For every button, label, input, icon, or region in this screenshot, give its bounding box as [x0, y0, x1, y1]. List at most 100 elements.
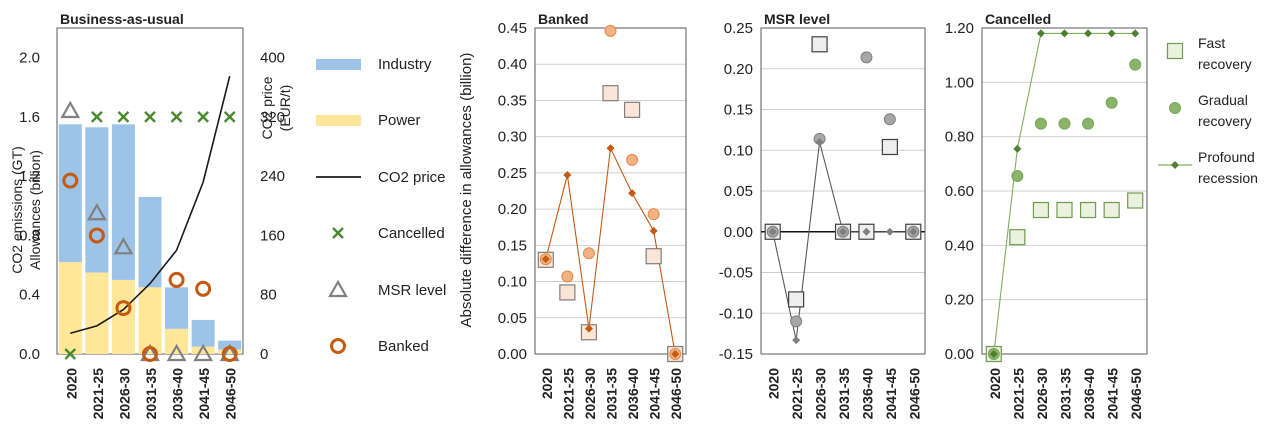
p4-legend-swatch: [1166, 42, 1184, 60]
p2-point-profound-recession: [563, 171, 572, 180]
p1-y2-axis-label: (EUR/t): [277, 85, 293, 132]
p2-y-tick-label: 0.10: [498, 274, 527, 291]
p2-x-tick-label: 2026-30: [582, 368, 598, 420]
p1-point-msr-level: [166, 343, 187, 362]
p3-x-tick-label: 2046-50: [906, 368, 922, 420]
p4-y-tick-label: 0.60: [945, 183, 974, 200]
p1-legend-label: Power: [378, 112, 421, 129]
p1-point-cancelled-stroke-b: [64, 348, 77, 360]
p2-point-fast-recovery: [645, 248, 662, 265]
p2-point-fast-recovery: [559, 284, 576, 301]
p1-point-banked: [62, 172, 79, 189]
p1-y2-tick-label: 160: [260, 227, 285, 244]
p3-point-profound-recession: [909, 227, 918, 236]
p3-plot-frame: [760, 27, 926, 355]
p3-y-tick-label: -0.05: [719, 265, 753, 282]
p3-point-profound-recession: [862, 227, 871, 236]
p4-legend-label-line: recovery: [1198, 113, 1252, 129]
p2-x-tick-label: 2036-40: [625, 368, 641, 420]
p2-point-profound-recession: [606, 144, 615, 153]
p1-y-tick-label: 0.4: [19, 287, 40, 304]
p4-point-fast-recovery: [1127, 192, 1144, 209]
p2-point-gradual-recovery: [626, 153, 639, 166]
p2-point-gradual-recovery: [582, 247, 595, 260]
p3-point-profound-recession: [768, 227, 777, 236]
p4-legend-swatch: [1171, 161, 1179, 169]
p1-point-cancelled-stroke-b: [170, 111, 183, 123]
p3-point-gradual-recovery: [883, 113, 896, 126]
p1-point-cancelled-stroke-b: [223, 111, 236, 123]
p4-legend-swatch: [1169, 102, 1181, 114]
p4-x-tick-label: 2020: [987, 368, 1003, 399]
p1-point-msr-level: [193, 343, 214, 362]
p1-legend-swatch-stroke-b: [332, 227, 344, 239]
p3-y-tick-label: -0.10: [719, 305, 753, 322]
p1-y2-axis-label: CO2 price: [259, 76, 275, 139]
p4-legend-label-line: Profound: [1198, 149, 1255, 165]
p1-point-cancelled: [64, 348, 77, 360]
p3-y-tick-label: 0.25: [724, 20, 753, 37]
p4-point-gradual-recovery: [1082, 117, 1095, 130]
p1-legend-label: Industry: [378, 56, 432, 73]
p3-y-tick-label: 0.05: [724, 183, 753, 200]
p1-x-tick-label: 2021-25: [90, 368, 106, 420]
p1-x-tick-label: 2026-30: [116, 368, 132, 420]
p2-x-tick-label: 2046-50: [668, 368, 684, 420]
p4-point-profound-recession: [989, 350, 998, 358]
p4-legend-label-line: Fast: [1198, 35, 1225, 51]
p1-legend-swatch: [330, 338, 346, 354]
p3-y-tick-label: 0.20: [724, 61, 753, 78]
p4-legend-label: Fast recovery: [1198, 35, 1252, 72]
p1-legend-label: MSR level: [378, 282, 446, 299]
p2-y-tick-label: 0.15: [498, 237, 527, 254]
p4-point-profound-recession: [1084, 29, 1093, 38]
p4-x-tick-label: 2041-45: [1105, 368, 1121, 420]
p4-point-fast-recovery: [1056, 201, 1073, 219]
p1-point-banked: [195, 280, 212, 297]
p3-x-tick-label: 2026-30: [813, 368, 829, 420]
p1-x-tick-label: 2041-45: [196, 368, 212, 420]
p1-point-banked: [142, 346, 158, 362]
p4-x-tick-label: 2021-25: [1010, 368, 1026, 420]
p4-legend-label-line: recession: [1198, 170, 1258, 186]
p1-legend-label: CO2 price: [378, 169, 446, 186]
p4-point-fast-recovery: [1032, 201, 1050, 219]
p1-y2-tick-label: 80: [260, 287, 277, 304]
p1-point-cancelled: [91, 111, 103, 123]
p2-y-tick-label: 0.40: [498, 56, 527, 73]
p3-x-tick-label: 2031-35: [836, 368, 852, 420]
p1-point-cancelled: [197, 111, 209, 123]
p2-point-gradual-recovery: [604, 24, 617, 37]
p2-y-tick-label: 0.35: [498, 92, 527, 109]
p1-legend-label: Banked: [378, 338, 429, 355]
p1-bar-power: [165, 328, 189, 354]
p4-point-profound-recession: [1036, 29, 1045, 38]
p1-point-cancelled: [117, 111, 130, 123]
p3-point-profound-recession: [885, 227, 894, 236]
p1-legend-swatch: [316, 115, 361, 126]
p4-y-tick-label: 0.40: [945, 237, 974, 254]
p1-bar-power: [218, 349, 242, 354]
p1-x-tick-label: 2031-35: [143, 368, 159, 420]
p3-title: MSR level: [764, 11, 830, 27]
p3-y-tick-label: 0.15: [724, 102, 753, 119]
p1-bar-power: [138, 287, 162, 354]
p2-y-tick-label: 0.20: [498, 201, 527, 218]
p1-bar-power: [58, 262, 82, 354]
p1-x-tick-label: 2020: [63, 368, 79, 399]
p4-y-tick-label: 0.20: [945, 292, 974, 309]
p1-point-cancelled-stroke-b: [117, 111, 130, 123]
p4-point-gradual-recovery: [1011, 170, 1024, 183]
p2-point-profound-recession: [628, 189, 637, 198]
p4-legend-label-line: Gradual: [1198, 92, 1248, 108]
p2-point-fast-recovery: [623, 101, 641, 118]
p1-y-tick-label: 1.2: [19, 168, 40, 185]
p4-x-tick-label: 2046-50: [1128, 368, 1144, 420]
p2-x-tick-label: 2041-45: [647, 368, 663, 420]
p4-point-fast-recovery: [1103, 201, 1120, 219]
p3-point-fast-recovery: [881, 138, 898, 156]
p3-point-profound-recession: [839, 227, 847, 236]
p4-y-tick-label: 1.20: [945, 20, 974, 37]
p4-point-fast-recovery: [1079, 201, 1097, 219]
